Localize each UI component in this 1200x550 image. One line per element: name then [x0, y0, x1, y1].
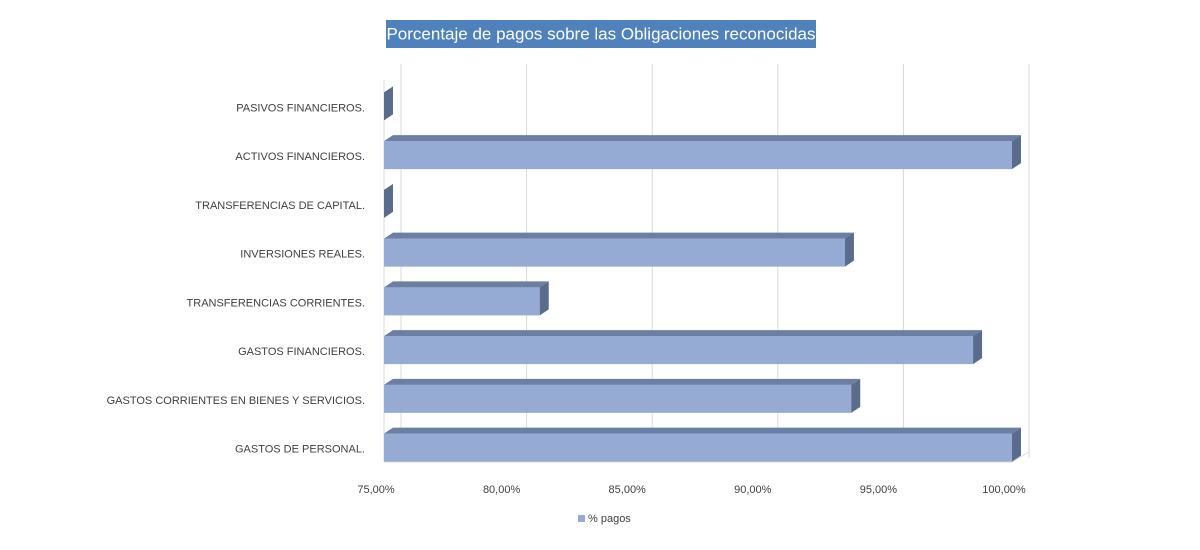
x-tick-label: 90,00% [734, 484, 772, 496]
bar-top [384, 378, 861, 385]
y-tick-label: TRANSFERENCIAS CORRIENTES. [187, 297, 365, 309]
y-tick-label: ACTIVOS FINANCIEROS. [235, 151, 365, 163]
legend-label: % pagos [588, 513, 631, 525]
bar-side [1012, 427, 1021, 462]
y-tick-label: PASIVOS FINANCIEROS. [236, 102, 365, 114]
chart-title: Porcentaje de pagos sobre las Obligacion… [386, 24, 815, 43]
y-tick-label: TRANSFERENCIAS DE CAPITAL. [195, 200, 365, 212]
y-tick-label: INVERSIONES REALES. [240, 249, 365, 261]
bar-front [384, 384, 852, 413]
bar [384, 330, 983, 365]
bar-front [384, 287, 540, 316]
bar-front [384, 238, 845, 267]
y-tick-label: GASTOS CORRIENTES EN BIENES Y SERVICIOS. [107, 395, 365, 407]
bar [384, 281, 549, 316]
bar-side [973, 330, 983, 365]
bar [384, 378, 861, 413]
title-box [386, 20, 816, 48]
bar-side [1012, 135, 1021, 170]
bar-side [384, 183, 393, 218]
bar [384, 427, 1021, 462]
floor-line [1011, 451, 1030, 463]
bar-side [384, 86, 393, 121]
bar-top [384, 232, 854, 239]
bar-front [384, 433, 1012, 462]
x-tick-label: 80,00% [483, 484, 521, 496]
bar [384, 232, 854, 267]
bar-side [539, 281, 549, 316]
x-tick-label: 85,00% [609, 484, 647, 496]
bar-top [384, 281, 549, 288]
legend-swatch [578, 515, 585, 522]
bar-top [384, 427, 1021, 434]
bar [384, 183, 393, 218]
y-tick-label: GASTOS FINANCIEROS. [238, 346, 365, 358]
bar [384, 86, 393, 121]
bar-front [384, 336, 974, 365]
x-tick-label: 75,00% [357, 484, 395, 496]
bar-top [384, 135, 1021, 142]
bar [384, 135, 1021, 170]
y-tick-label: GASTOS DE PERSONAL. [235, 444, 365, 456]
bar-side [851, 378, 861, 413]
bar-front [384, 141, 1012, 170]
bar-top [384, 330, 983, 337]
x-tick-label: 95,00% [860, 484, 898, 496]
x-tick-label: 100,00% [982, 484, 1026, 496]
bar-side [844, 232, 854, 267]
